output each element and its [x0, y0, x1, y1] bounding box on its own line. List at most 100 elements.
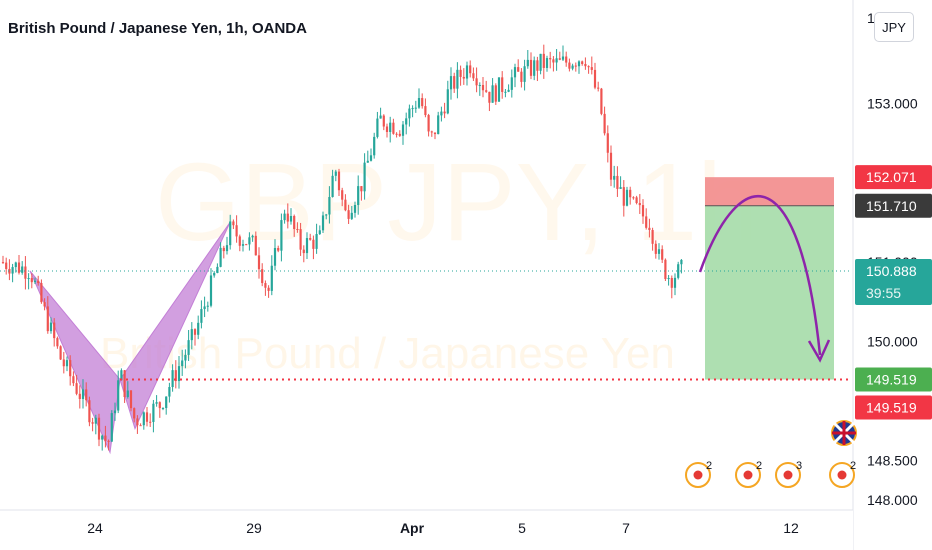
candle-body	[437, 115, 440, 135]
candle-body	[510, 77, 513, 90]
candle-body	[657, 249, 661, 254]
candle-body	[129, 390, 133, 409]
candle-body	[552, 59, 555, 63]
take-profit-zone[interactable]	[705, 205, 834, 380]
candle-body	[350, 212, 353, 219]
candle-body	[305, 238, 309, 254]
time-tick-label: 7	[622, 520, 630, 536]
candle-body	[283, 213, 286, 221]
candle-body	[40, 283, 43, 303]
candle-body	[411, 108, 414, 110]
candle-body	[574, 65, 577, 67]
candle-body	[312, 239, 315, 249]
watermark-description: British Pound / Japanese Yen	[100, 329, 675, 378]
candle-body	[53, 322, 56, 339]
candle-body	[62, 359, 65, 367]
candle-body	[459, 69, 462, 77]
candle-body	[641, 205, 645, 217]
candle-body	[555, 58, 558, 63]
candle-body	[286, 213, 289, 222]
current-price-label: 150.888	[866, 263, 917, 279]
candle-body	[49, 322, 53, 332]
candle-body	[661, 249, 664, 260]
candle-body	[392, 122, 395, 134]
candle-body	[357, 186, 360, 206]
current-price-tag	[855, 258, 932, 305]
price-axis[interactable]: 148.000150.000153.00015151.000148.500152…	[852, 0, 932, 550]
candle-body	[27, 278, 30, 280]
candle-body	[325, 214, 328, 216]
price-tick-label: 153.000	[867, 96, 918, 112]
candle-body	[421, 98, 424, 107]
economic-event-marker[interactable]: 2	[685, 460, 712, 488]
candle-body	[11, 267, 14, 274]
candle-body	[632, 197, 635, 199]
candle-body	[485, 90, 488, 92]
candle-body	[81, 389, 85, 399]
candle-body	[401, 124, 405, 136]
candle-body	[296, 229, 299, 231]
candle-body	[491, 85, 494, 103]
candle-body	[385, 126, 389, 132]
candle-body	[481, 84, 485, 91]
pattern-leg-bcd[interactable]	[119, 222, 231, 431]
candle-body	[241, 244, 245, 246]
event-markers[interactable]: 2 2 3 2	[685, 420, 857, 488]
candle-body	[616, 175, 619, 189]
candle-body	[72, 376, 75, 384]
candle-body	[219, 247, 222, 267]
candle-body	[273, 247, 277, 266]
watermark-symbol: GBPJPY, 1h	[155, 141, 758, 264]
candle-body	[5, 262, 8, 269]
price-tick-label: 148.000	[867, 492, 918, 508]
candle-body	[110, 413, 113, 442]
candle-body	[334, 171, 337, 176]
currency-button[interactable]: JPY	[874, 12, 914, 42]
candle-body	[497, 77, 501, 102]
candle-body	[190, 329, 193, 341]
candle-body	[513, 67, 517, 78]
forecast-curve[interactable]	[698, 195, 822, 356]
candle-body	[104, 435, 107, 441]
candle-body	[517, 67, 520, 72]
stop-loss-zone[interactable]	[705, 177, 834, 206]
uk-flag-icon[interactable]	[831, 420, 857, 446]
candle-body	[504, 91, 507, 93]
forecast-arrowhead[interactable]	[807, 339, 831, 363]
economic-event-marker[interactable]: 2	[829, 460, 856, 488]
candle-body	[625, 189, 629, 206]
candle-body	[613, 175, 616, 180]
candle-body	[78, 393, 81, 399]
candle-body	[184, 354, 187, 361]
candle-body	[344, 199, 347, 211]
candle-body	[664, 259, 667, 280]
candle-body	[8, 268, 11, 274]
candle-body	[155, 402, 158, 404]
candle-body	[558, 58, 561, 60]
candle-body	[584, 63, 587, 67]
candle-body	[117, 380, 120, 411]
candle-body	[389, 122, 392, 132]
candle-body	[488, 91, 491, 103]
candle-body	[593, 69, 597, 88]
candle-body	[318, 230, 321, 235]
candle-body	[181, 360, 184, 367]
candle-body	[606, 133, 609, 153]
candle-body	[523, 66, 526, 82]
economic-event-marker[interactable]: 2	[735, 460, 762, 488]
candle-body	[680, 259, 683, 265]
candle-body	[443, 111, 446, 114]
candle-body	[126, 390, 129, 397]
time-axis[interactable]: 24 29 Apr 5 7 12	[0, 509, 853, 550]
forecast-arrow[interactable]	[698, 195, 831, 363]
candle-body	[571, 65, 574, 69]
candle-body	[123, 370, 126, 397]
candle-body	[321, 215, 325, 231]
candle-body	[424, 106, 427, 116]
candle-body	[264, 283, 267, 288]
candle-body	[37, 280, 40, 284]
economic-event-marker[interactable]: 3	[775, 460, 802, 488]
candle-body	[667, 278, 670, 280]
position-zones[interactable]	[705, 177, 834, 380]
